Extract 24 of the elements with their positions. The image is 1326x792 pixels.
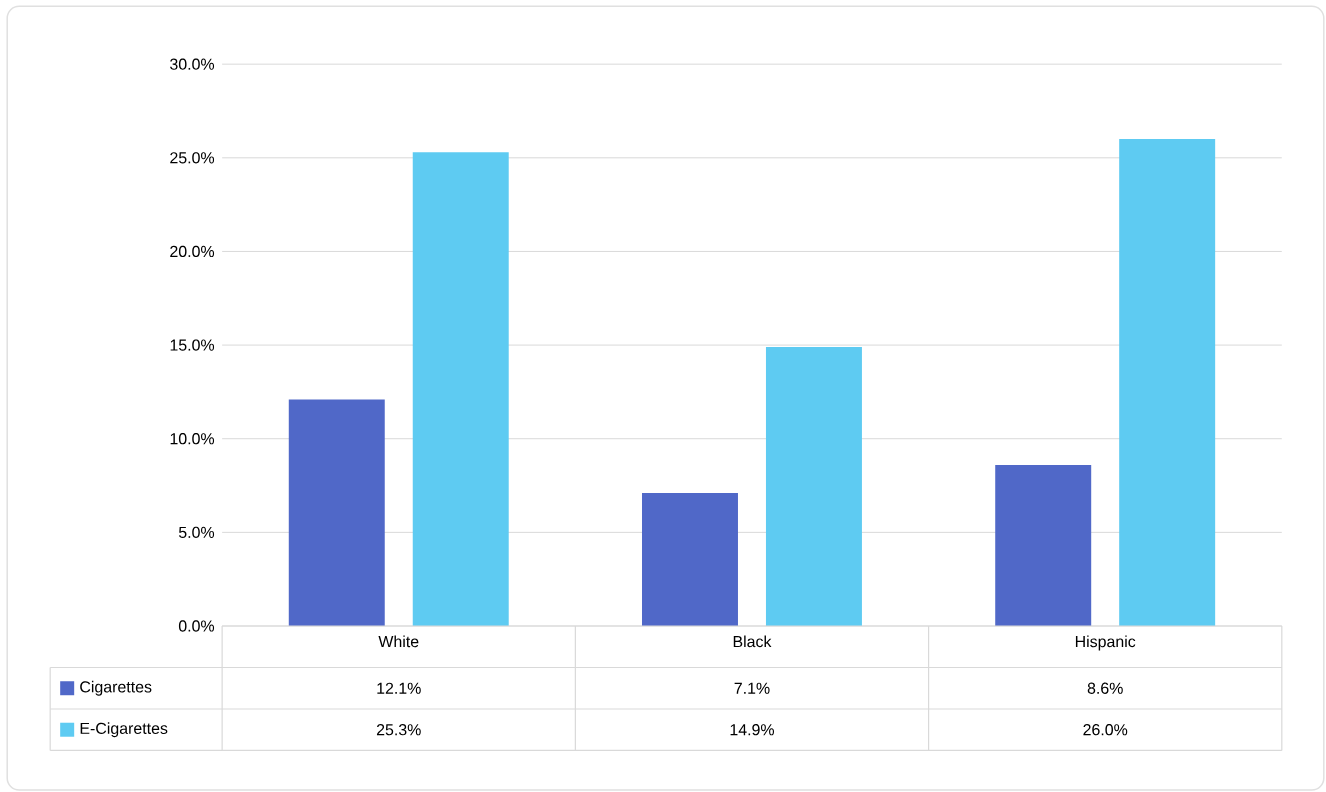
- y-tick-label: 5.0%: [178, 526, 215, 538]
- bar: [765, 346, 862, 626]
- bar: [642, 492, 738, 626]
- legend-label: E-Cigarettes: [80, 722, 168, 738]
- data-label: 14.9%: [730, 724, 774, 736]
- bar: [288, 399, 385, 626]
- data-label: 25.3%: [376, 724, 421, 736]
- y-tick-label: 30.0%: [170, 58, 215, 70]
- data-label: 12.1%: [377, 682, 421, 694]
- x-tick-label: White: [378, 635, 419, 648]
- legend-label: Cigarettes: [80, 680, 152, 696]
- y-tick-label: 0.0%: [178, 620, 215, 632]
- y-tick-label: 10.0%: [170, 433, 215, 445]
- data-label: 8.6%: [1087, 682, 1123, 694]
- y-tick-label: 25.0%: [170, 152, 215, 164]
- y-tick-label: 15.0%: [170, 339, 215, 351]
- bar: [412, 152, 509, 626]
- data-label: 7.1%: [734, 682, 770, 694]
- x-tick-label: Hispanic: [1075, 635, 1136, 651]
- y-tick-label: 20.0%: [170, 245, 215, 258]
- data-label: 26.0%: [1083, 724, 1128, 736]
- x-tick-label: Black: [733, 635, 772, 648]
- bar: [1119, 139, 1216, 626]
- bar: [995, 464, 1092, 626]
